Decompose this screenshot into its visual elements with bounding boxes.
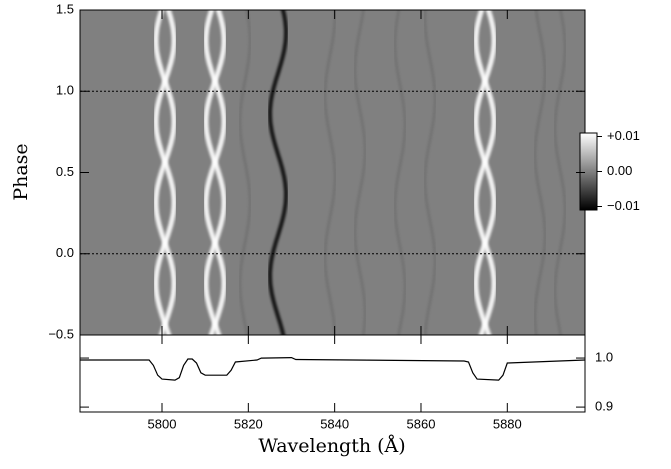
y-tick-label: 1.5 [56,1,74,16]
map-feature [394,10,406,335]
y-tick-label: 1.0 [56,83,74,98]
spectrum-frame [79,334,586,413]
x-tick-label: 5880 [493,416,522,431]
map-feature [473,10,497,335]
map-feature [473,10,497,335]
y-tick-label: 0.9 [595,399,613,414]
colorbar-tick-label: −0.01 [607,198,640,213]
map-feature [239,10,251,335]
map-feature [354,10,366,335]
spectrum-line [80,356,586,381]
y-tick-label: 1.0 [595,349,613,364]
map-feature [324,10,336,335]
map-features [153,10,566,335]
x-tick-label: 5800 [148,416,177,431]
map-feature [153,10,177,335]
y-axis-title: Phase [10,143,32,200]
map-feature [268,10,288,335]
y-tick-label: 0.0 [56,245,74,260]
x-tick-label: 5860 [407,416,436,431]
x-tick-label: 5840 [320,416,349,431]
y-tick-label: 0.5 [56,164,74,179]
x-axis-title: Wavelength (Å) [258,435,405,457]
x-tick-label: 5820 [234,416,263,431]
map-feature [554,10,566,335]
map-feature [203,10,227,335]
map-feature [534,10,546,335]
map-background [80,10,585,335]
y-tick-label: −0.5 [48,326,74,341]
colorbar [579,132,598,211]
map-feature [203,10,227,335]
map-feature [153,10,177,335]
colorbar-tick-label: 0.00 [607,163,632,178]
map-feature [424,10,436,335]
colorbar-tick-label: +0.01 [607,128,640,143]
